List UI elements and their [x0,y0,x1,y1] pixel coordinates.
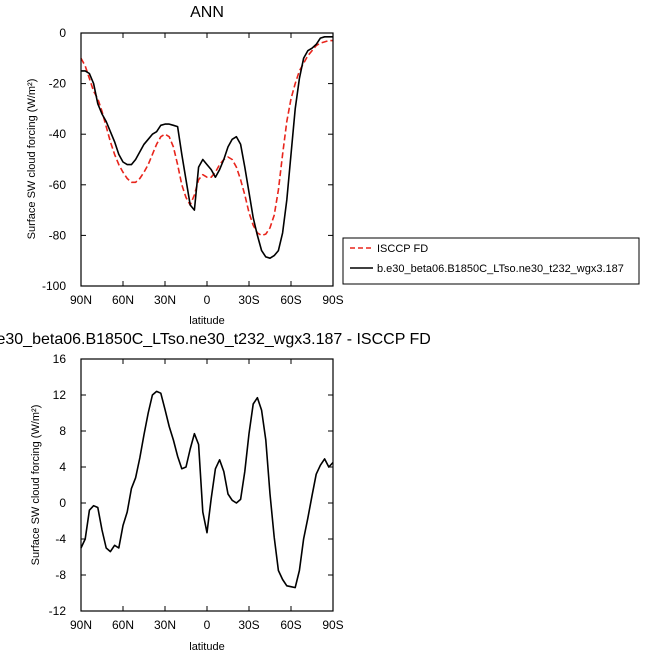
legend: ISCCP FD b.e30_beta06.B1850C_LTso.ne30_t… [342,237,640,285]
top-y-ticks: 0 -20 -40 -60 -80 -100 [42,26,333,293]
top-series-line-1 [81,36,333,259]
top-y-tick-label: -80 [49,228,67,242]
top-series-group [80,36,333,259]
top-series-line-0 [80,39,333,237]
bottom-x-tick-label: 30N [154,618,176,632]
bottom-x-tick-label: 30S [238,618,259,632]
bottom-y-tick-label: -4 [55,532,66,546]
top-chart-title: ANN [190,4,224,21]
legend-label-isccp: ISCCP FD [377,243,428,255]
top-y-tick-label: -40 [49,127,67,141]
top-x-tick-label: 0 [204,293,211,307]
bottom-y-tick-label: 0 [59,496,66,510]
top-x-axis-label: latitude [189,315,224,327]
bottom-chart-title: b.e30_beta06.B1850C_LTso.ne30_t232_wgx3.… [0,331,431,348]
bottom-y-tick-label: -8 [55,568,66,582]
bottom-y-tick-label: 12 [53,388,67,402]
bottom-y-axis-label: Surface SW cloud forcing (W/m²) [30,405,42,566]
bottom-y-tick-label: 8 [59,424,66,438]
bottom-x-tick-label: 0 [204,618,211,632]
bottom-y-tick-label: 16 [53,352,67,366]
top-y-tick-label: 0 [59,26,66,40]
top-x-tick-label: 30S [238,293,259,307]
bottom-y-tick-label: -12 [49,604,67,618]
top-x-tick-label: 30N [154,293,176,307]
bottom-x-tick-label: 90N [70,618,92,632]
bottom-x-ticks: 90N 60N 30N 0 30S 60S 90S [70,359,344,632]
top-plot-frame [80,32,334,287]
bottom-plot-frame [80,358,334,612]
bottom-y-ticks: 16 12 8 4 0 -4 -8 -12 [49,352,333,618]
top-y-axis-label: Surface SW cloud forcing (W/m²) [26,79,38,240]
top-x-tick-label: 60N [112,293,134,307]
bottom-series-line-0 [80,390,334,589]
bottom-panel: b.e30_beta06.B1850C_LTso.ne30_t232_wgx3.… [0,331,431,653]
top-x-ticks: 90N 60N 30N 0 30S 60S 90S [70,33,344,307]
bottom-x-tick-label: 60N [112,618,134,632]
bottom-series-group [80,390,334,589]
top-y-tick-label: -20 [49,77,67,91]
bottom-x-tick-label: 60S [280,618,301,632]
top-x-tick-label: 90N [70,293,92,307]
legend-label-model: b.e30_beta06.B1850C_LTso.ne30_t232_wgx3.… [377,263,624,275]
top-x-tick-label: 90S [322,293,343,307]
top-x-tick-label: 60S [280,293,301,307]
bottom-x-tick-label: 90S [322,618,343,632]
bottom-y-tick-label: 4 [59,460,66,474]
top-y-tick-label: -100 [42,279,66,293]
legend-box [342,237,640,285]
bottom-x-axis-label: latitude [189,641,224,653]
top-panel: ANN 90N 60N 30N 0 30S 60S 90S 0 -20 -40 -60 -80 -10… [26,4,344,327]
top-y-tick-label: -60 [49,178,67,192]
